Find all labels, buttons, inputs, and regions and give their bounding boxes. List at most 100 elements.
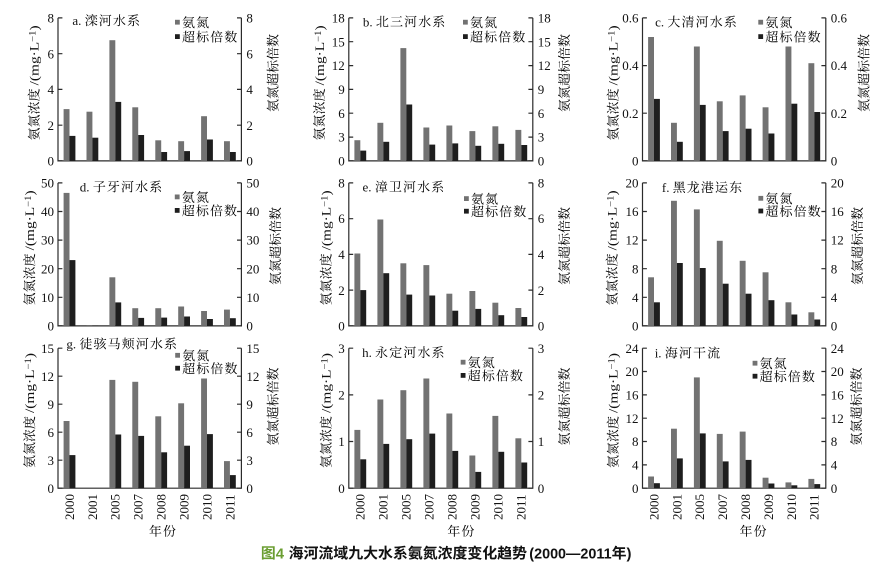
svg-text:6: 6: [538, 211, 545, 226]
svg-text:0: 0: [632, 481, 639, 496]
svg-text:12: 12: [246, 369, 259, 384]
svg-text:2009: 2009: [468, 494, 483, 520]
svg-text:2005: 2005: [399, 494, 414, 520]
svg-text:2001: 2001: [376, 494, 391, 520]
svg-text:8: 8: [831, 261, 838, 276]
svg-text:): ): [627, 546, 632, 562]
svg-text:2: 2: [538, 283, 545, 298]
svg-text:2005: 2005: [692, 494, 707, 520]
svg-text:8: 8: [632, 434, 639, 449]
svg-text:8: 8: [338, 176, 345, 191]
svg-text:2009: 2009: [761, 494, 776, 520]
svg-text:4: 4: [246, 82, 253, 97]
svg-text:2: 2: [338, 388, 345, 403]
svg-text:18: 18: [332, 11, 345, 26]
svg-text:8: 8: [538, 176, 545, 191]
svg-text:20: 20: [831, 176, 844, 191]
svg-text:18: 18: [538, 11, 551, 26]
svg-text:3: 3: [246, 453, 253, 468]
svg-text:40: 40: [41, 204, 54, 219]
svg-text:12: 12: [41, 369, 54, 384]
svg-text:2010: 2010: [199, 494, 214, 520]
svg-text:50: 50: [41, 176, 54, 191]
svg-text:0: 0: [338, 319, 345, 334]
svg-text:20: 20: [41, 261, 54, 276]
svg-text:0: 0: [246, 154, 253, 169]
svg-text:0: 0: [246, 319, 253, 334]
svg-text:10: 10: [41, 290, 54, 305]
svg-text:6: 6: [246, 425, 253, 440]
svg-text:2: 2: [48, 118, 55, 133]
svg-text:12: 12: [626, 233, 639, 248]
svg-text:12: 12: [332, 58, 345, 73]
svg-text:3: 3: [338, 341, 345, 356]
svg-text:2000: 2000: [62, 494, 77, 520]
svg-text:(2000—2011: (2000—2011: [529, 546, 611, 562]
svg-text:3: 3: [48, 453, 55, 468]
svg-text:2008: 2008: [738, 494, 753, 520]
svg-text:40: 40: [246, 204, 259, 219]
svg-text:6: 6: [538, 106, 545, 121]
svg-text:2: 2: [538, 388, 545, 403]
svg-text:0: 0: [632, 154, 639, 169]
svg-text:12: 12: [831, 411, 844, 426]
svg-text:24: 24: [626, 341, 640, 356]
svg-text:8: 8: [632, 261, 639, 276]
svg-text:30: 30: [246, 233, 259, 248]
svg-text:4: 4: [632, 290, 639, 305]
svg-text:2000: 2000: [646, 494, 661, 520]
svg-text:1: 1: [538, 434, 545, 449]
svg-text:3: 3: [538, 341, 545, 356]
svg-text:0.4: 0.4: [831, 58, 848, 73]
svg-text:50: 50: [246, 176, 259, 191]
svg-text:15: 15: [246, 341, 259, 356]
svg-text:0: 0: [48, 154, 55, 169]
svg-text:2008: 2008: [445, 494, 460, 520]
svg-text:2007: 2007: [715, 494, 730, 521]
svg-text:6: 6: [338, 211, 345, 226]
svg-text:2005: 2005: [108, 494, 123, 520]
svg-text:4: 4: [276, 546, 285, 562]
svg-text:a.: a.: [72, 13, 81, 28]
svg-text:8: 8: [246, 11, 253, 26]
svg-text:0.4: 0.4: [622, 58, 639, 73]
svg-text:6: 6: [48, 425, 55, 440]
svg-text:4: 4: [48, 82, 55, 97]
svg-text:9: 9: [338, 82, 345, 97]
svg-text:2011: 2011: [514, 494, 529, 520]
svg-text:0.2: 0.2: [831, 106, 847, 121]
svg-text:2: 2: [338, 283, 345, 298]
svg-text:4: 4: [632, 458, 639, 473]
svg-text:2010: 2010: [491, 494, 506, 520]
svg-text:20: 20: [626, 364, 639, 379]
svg-text:0: 0: [48, 481, 55, 496]
svg-text:2001: 2001: [85, 494, 100, 520]
svg-text:0: 0: [338, 481, 345, 496]
svg-text:9: 9: [246, 397, 253, 412]
svg-text:0: 0: [538, 319, 545, 334]
svg-text:30: 30: [41, 233, 54, 248]
svg-text:10: 10: [246, 290, 259, 305]
svg-text:h.: h.: [362, 345, 372, 360]
svg-text:1: 1: [338, 434, 345, 449]
svg-text:c.: c.: [655, 15, 664, 30]
svg-text:12: 12: [831, 233, 844, 248]
svg-text:2001: 2001: [669, 494, 684, 520]
svg-text:3: 3: [338, 130, 345, 145]
svg-text:0.6: 0.6: [622, 11, 639, 26]
svg-text:8: 8: [831, 434, 838, 449]
svg-text:0: 0: [538, 481, 545, 496]
svg-text:2009: 2009: [177, 494, 192, 520]
svg-text:16: 16: [626, 388, 640, 403]
svg-text:9: 9: [48, 397, 55, 412]
svg-text:0: 0: [831, 319, 838, 334]
svg-text:16: 16: [831, 204, 845, 219]
svg-text:0: 0: [338, 154, 345, 169]
svg-text:4: 4: [538, 247, 545, 262]
svg-text:15: 15: [41, 341, 54, 356]
svg-text:15: 15: [538, 34, 551, 49]
svg-text:0.6: 0.6: [831, 11, 848, 26]
svg-text:2011: 2011: [222, 494, 237, 520]
svg-text:d.: d.: [80, 179, 90, 194]
svg-text:6: 6: [246, 46, 253, 61]
